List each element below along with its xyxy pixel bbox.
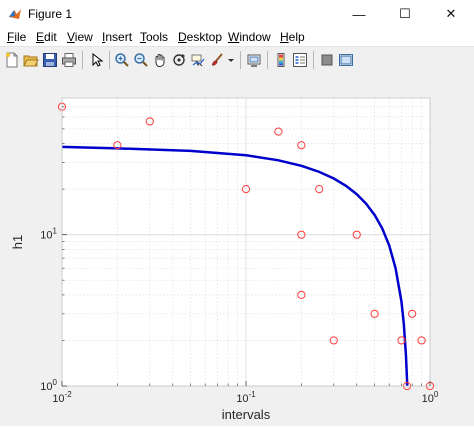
minor-grid xyxy=(62,98,430,386)
scatter-markers xyxy=(57,102,435,391)
axis-ticks xyxy=(61,106,431,387)
scatter-point xyxy=(297,230,306,239)
maximize-button[interactable]: ☐ xyxy=(399,6,411,21)
scatter-point xyxy=(370,309,379,318)
brush-dropdown-icon[interactable] xyxy=(226,51,236,69)
menu-desktop[interactable]: Desktop xyxy=(178,30,223,44)
figure-toolbar xyxy=(0,46,474,74)
pointer-icon[interactable] xyxy=(87,51,105,69)
x-axis-label: intervals xyxy=(222,407,271,422)
open-file-icon[interactable] xyxy=(22,51,40,69)
scatter-point xyxy=(315,185,324,194)
link-plot-icon[interactable] xyxy=(245,51,263,69)
scatter-point xyxy=(274,127,283,136)
title-bar: Figure 1 — ☐ ✕ xyxy=(0,0,474,28)
figure-canvas: 10-2 10-1 100 100 101 intervals h1 xyxy=(0,73,474,426)
x-tick-label: 10-1 xyxy=(236,390,256,405)
menu-bar: File Edit View Insert Tools Desktop Wind… xyxy=(0,28,474,46)
scatter-point xyxy=(408,309,417,318)
scatter-point xyxy=(417,336,426,345)
matlab-logo-icon xyxy=(9,9,21,19)
plot-area[interactable]: 10-2 10-1 100 100 101 intervals h1 xyxy=(0,73,474,426)
menu-view[interactable]: View xyxy=(67,30,93,44)
menu-tools[interactable]: Tools xyxy=(140,30,169,44)
insert-legend-icon[interactable] xyxy=(291,51,309,69)
y-axis-label: h1 xyxy=(10,235,25,249)
scatter-point xyxy=(297,141,306,150)
pan-icon[interactable] xyxy=(151,51,169,69)
x-tick-labels: 10-2 10-1 100 xyxy=(52,390,439,405)
scatter-point xyxy=(397,336,406,345)
save-icon[interactable] xyxy=(41,51,59,69)
fit-curve xyxy=(61,145,409,387)
y-tick-label: 100 xyxy=(40,378,57,393)
x-tick-label: 100 xyxy=(422,390,439,405)
scatter-point xyxy=(113,141,122,150)
minimize-button[interactable]: — xyxy=(352,6,366,22)
menu-window[interactable]: Window xyxy=(228,30,271,44)
scatter-point xyxy=(145,117,154,126)
scatter-point xyxy=(241,185,251,194)
close-button[interactable]: ✕ xyxy=(445,6,457,21)
zoom-out-icon[interactable] xyxy=(132,51,150,69)
scatter-point xyxy=(329,336,338,345)
y-tick-labels: 100 101 xyxy=(40,227,57,393)
hide-plot-tools-icon[interactable] xyxy=(318,51,336,69)
menu-edit[interactable]: Edit xyxy=(36,30,57,44)
data-cursor-icon[interactable] xyxy=(189,51,207,69)
insert-colorbar-icon[interactable] xyxy=(272,51,290,69)
zoom-in-icon[interactable] xyxy=(113,51,131,69)
scatter-point xyxy=(297,290,306,299)
scatter-point xyxy=(352,230,361,239)
brush-icon[interactable] xyxy=(208,51,226,69)
rotate-3d-icon[interactable] xyxy=(170,51,188,69)
window-title: Figure 1 xyxy=(28,7,73,21)
print-icon[interactable] xyxy=(60,51,78,69)
menu-help[interactable]: Help xyxy=(280,30,305,44)
menu-insert[interactable]: Insert xyxy=(102,30,133,44)
y-tick-label: 101 xyxy=(40,227,57,242)
show-plot-tools-icon[interactable] xyxy=(337,51,355,69)
menu-file[interactable]: File xyxy=(7,30,27,44)
x-tick-label: 10-2 xyxy=(52,390,72,405)
new-figure-icon[interactable] xyxy=(3,51,21,69)
